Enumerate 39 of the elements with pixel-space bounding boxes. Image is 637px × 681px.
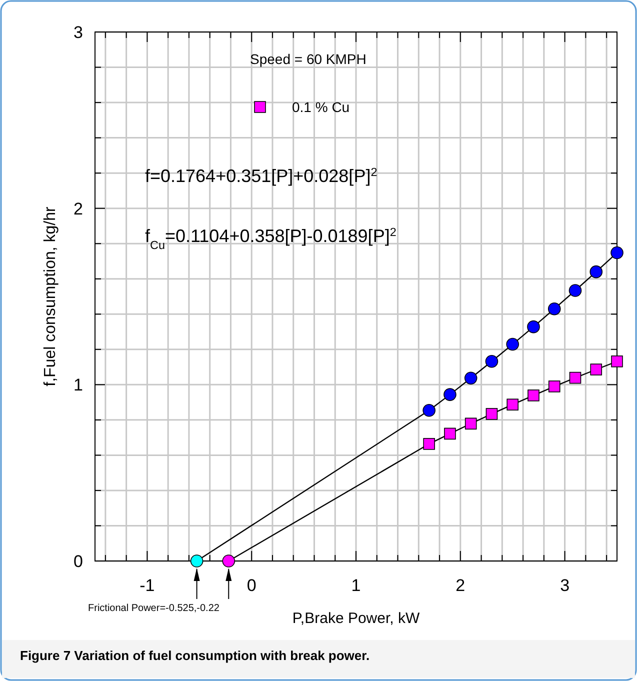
point: [506, 338, 519, 351]
point: [422, 404, 436, 417]
x-axis-title: P,Brake Power, kW: [292, 610, 420, 627]
x-tick-label: -1: [140, 576, 155, 595]
point: [423, 438, 435, 450]
point: [464, 418, 477, 430]
x-tick-label: 0: [246, 576, 256, 595]
point: [464, 372, 478, 385]
caption: Figure 7 Variation of fuel consumption with break power.: [20, 648, 370, 663]
point: [548, 380, 560, 392]
point: [506, 398, 518, 410]
y-tick-label: 1: [74, 376, 83, 395]
point: [569, 372, 582, 384]
annotation: Speed = 60 KMPH: [250, 51, 366, 67]
x-tick-label: 3: [560, 576, 570, 595]
point: [528, 390, 540, 402]
x-tick-label: 1: [351, 576, 361, 595]
point: [485, 354, 498, 368]
y-axis-title: f,Fuel consumption, kg/hr: [42, 206, 59, 386]
point: [527, 320, 540, 334]
point: [610, 246, 624, 260]
annotation: f=0.1764+0.351[P]+0.028[P]$^{2}$: [145, 166, 378, 186]
point: [568, 284, 582, 297]
point: [590, 265, 603, 278]
y-tick-label: 2: [74, 199, 83, 218]
x-tick-label: 2: [456, 576, 466, 595]
legend-label: 0.1 % Cu: [292, 99, 350, 115]
y-tick-label: 3: [74, 23, 83, 42]
point: [222, 554, 236, 568]
y-tick-label: 0: [74, 552, 83, 571]
point: [590, 364, 602, 376]
point: [611, 355, 623, 368]
text: Frictional Power=-0.525,-0.22: [88, 603, 220, 614]
point: [444, 388, 456, 401]
point: [486, 408, 498, 420]
point: [548, 302, 561, 316]
annotation: f$_{Cu}$=0.1104+0.358[P]-0.0189[P]$^{2}$: [145, 226, 396, 252]
point: [190, 554, 204, 568]
point: [444, 428, 456, 440]
